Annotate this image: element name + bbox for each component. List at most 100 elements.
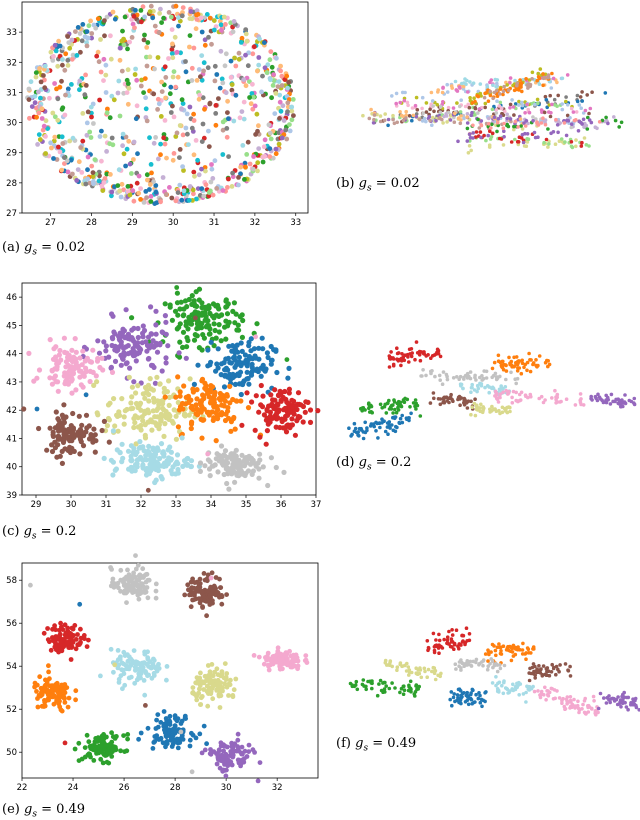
data-point [196, 691, 201, 696]
data-point [150, 15, 155, 20]
data-point [170, 55, 175, 60]
data-point [220, 689, 225, 694]
embedding-point [592, 695, 596, 699]
data-point [132, 353, 137, 358]
data-point [126, 184, 131, 189]
embedding-point [432, 397, 436, 401]
embedding-point [400, 114, 404, 118]
embedding-point [445, 114, 449, 118]
embedding-point [568, 665, 572, 669]
embedding-point [395, 346, 399, 350]
data-point [163, 320, 168, 325]
data-point [203, 43, 208, 48]
embedding-point [441, 401, 445, 405]
data-point [50, 368, 55, 373]
data-point [48, 140, 53, 145]
data-point [56, 96, 61, 101]
embedding-point [406, 104, 410, 108]
data-point [54, 87, 59, 92]
data-point [180, 345, 185, 350]
embedding-point [468, 144, 472, 148]
data-point [194, 736, 199, 741]
embedding-point [516, 377, 520, 381]
data-point [173, 395, 178, 400]
data-point [35, 142, 40, 147]
embedding-point [502, 368, 506, 372]
embedding-point [499, 646, 503, 650]
embedding-point [477, 95, 481, 99]
embedding-point [623, 393, 627, 397]
embedding-point [563, 705, 567, 709]
embedding-point [570, 107, 574, 111]
data-point [85, 733, 90, 738]
data-point [124, 307, 129, 312]
embedding-point [459, 689, 463, 693]
data-point [206, 589, 211, 594]
data-point [253, 104, 258, 109]
data-point [239, 761, 244, 766]
data-point [176, 746, 181, 751]
data-point [177, 407, 182, 412]
data-point [284, 429, 289, 434]
embedding-point [543, 76, 547, 80]
embedding-point [475, 404, 479, 408]
data-point [77, 758, 82, 763]
embedding-point [576, 700, 580, 704]
data-point [210, 686, 215, 691]
data-point [256, 123, 261, 128]
data-point [214, 123, 219, 128]
embedding-point [438, 378, 442, 382]
data-point [119, 39, 124, 44]
data-point [262, 144, 267, 149]
embedding-point [414, 402, 418, 406]
embedding-point [472, 96, 476, 100]
embedding-point [434, 678, 438, 682]
data-point [141, 323, 146, 328]
data-point [269, 137, 274, 142]
data-point [255, 169, 260, 174]
embedding-point [396, 402, 400, 406]
embedding-point [350, 433, 354, 437]
embedding-point [515, 355, 519, 359]
embedding-point [626, 708, 630, 712]
embedding-point [611, 400, 615, 404]
data-point [198, 400, 203, 405]
data-point [183, 413, 188, 418]
data-point [171, 75, 176, 80]
data-point [257, 452, 262, 457]
data-point [41, 73, 46, 78]
embedding-point [579, 392, 583, 396]
data-point [211, 193, 216, 198]
embedding-point [529, 358, 533, 362]
panel-a-xtick-label: 33 [290, 218, 301, 228]
embedding-point [391, 411, 395, 415]
data-point [89, 31, 94, 36]
data-point [120, 69, 125, 74]
data-point [162, 390, 167, 395]
embedding-point [533, 676, 537, 680]
data-point [142, 652, 147, 657]
data-point [112, 423, 117, 428]
data-point [60, 57, 65, 62]
embedding-point [544, 95, 548, 99]
data-point [135, 383, 140, 388]
data-point [64, 431, 69, 436]
embedding-point [494, 78, 498, 82]
data-point [28, 583, 33, 588]
embedding-point [620, 695, 624, 699]
data-point [85, 644, 90, 649]
data-point [208, 747, 213, 752]
embedding-point [580, 122, 584, 126]
data-point [40, 692, 45, 697]
data-point [214, 103, 219, 108]
panel-c-xtick-label: 32 [136, 500, 147, 510]
data-point [142, 38, 147, 43]
embedding-point [481, 664, 485, 668]
data-point [250, 51, 255, 56]
data-point [100, 184, 105, 189]
embedding-point [508, 106, 512, 110]
embedding-point [487, 653, 491, 657]
data-point [243, 53, 248, 58]
data-point [54, 409, 59, 414]
data-point [230, 693, 235, 698]
